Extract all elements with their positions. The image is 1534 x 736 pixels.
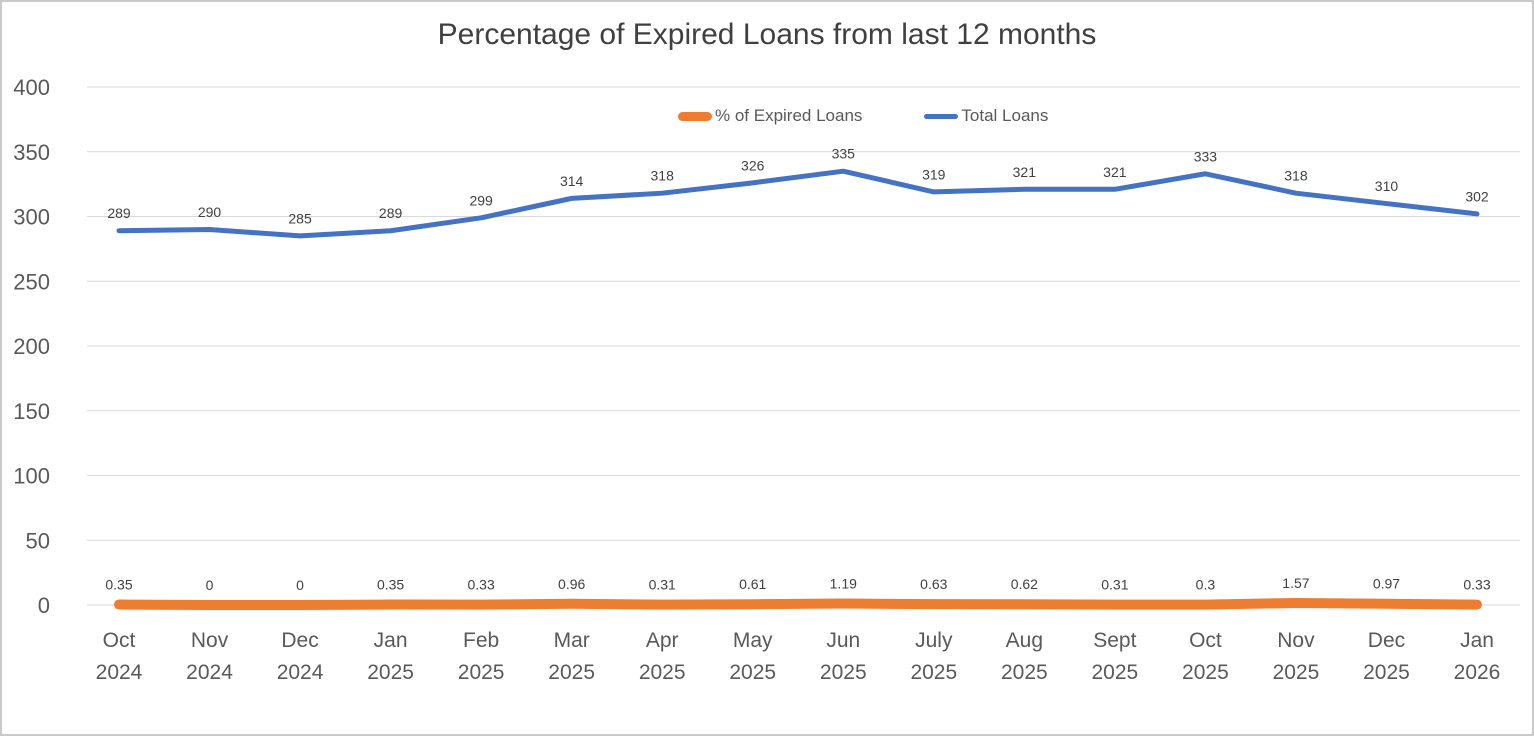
series-line-total-loans	[116, 168, 1480, 239]
x-axis-tick-label: Apr 2025	[639, 629, 686, 684]
data-label: 0.31	[1101, 577, 1128, 593]
data-label: 333	[1194, 148, 1218, 164]
x-axis-tick-label: Sept 2025	[1092, 629, 1139, 684]
data-label: 0.61	[739, 576, 766, 592]
data-label: 0	[296, 577, 304, 593]
x-axis-tick-label: Oct 2024	[96, 629, 143, 684]
data-label: 321	[1103, 164, 1127, 180]
data-label: 0.35	[377, 577, 404, 593]
y-axis-tick-label: 200	[13, 334, 50, 359]
chart-title: Percentage of Expired Loans from last 12…	[437, 18, 1097, 51]
data-label: 318	[1284, 168, 1308, 184]
data-label: 0	[206, 577, 214, 593]
x-axis-tick-label: Dec 2024	[277, 629, 324, 684]
data-label: 0.63	[920, 576, 947, 592]
y-axis-tick-label: 250	[13, 269, 50, 294]
x-axis-tick-label: Feb 2025	[458, 629, 505, 684]
legend-label-total-loans: Total Loans	[961, 106, 1049, 125]
legend-item-expired-loans: % of Expired Loans	[678, 106, 862, 126]
data-label: 0.33	[468, 577, 495, 593]
data-label: 0.96	[558, 576, 585, 592]
y-axis-tick-label: 150	[13, 399, 50, 424]
data-label: 326	[741, 157, 765, 173]
data-label: 0.62	[1011, 576, 1038, 592]
x-axis-tick-label: Jan 2026	[1454, 629, 1501, 684]
x-axis-tick-label: Jun 2025	[820, 629, 867, 684]
y-axis-tick-label: 350	[13, 140, 50, 165]
legend-label-expired-loans: % of Expired Loans	[715, 106, 863, 125]
data-label: 321	[1013, 164, 1037, 180]
legend-item-total-loans: Total Loans	[924, 106, 1048, 126]
x-axis-tick-label: Dec 2025	[1363, 629, 1410, 684]
data-label: 290	[198, 204, 222, 220]
data-label: 1.57	[1282, 575, 1309, 591]
x-axis-tick-label: Oct 2025	[1182, 629, 1229, 684]
x-axis-tick-label: Aug 2025	[1001, 629, 1048, 684]
data-label: 0.33	[1463, 577, 1490, 593]
x-axis-tick-label: Mar 2025	[548, 629, 595, 684]
total-loans-legend-swatch-icon	[924, 113, 959, 119]
x-axis-tick-label: Nov 2024	[186, 629, 233, 684]
data-label: 302	[1465, 188, 1489, 204]
y-axis-tick-label: 50	[26, 528, 50, 553]
x-axis-tick-label: July 2025	[910, 629, 957, 684]
data-label: 1.19	[830, 575, 857, 591]
data-label: 310	[1375, 178, 1399, 194]
data-label: 319	[922, 166, 946, 182]
data-label: 289	[107, 205, 131, 221]
x-axis-tick-label: Jan 2025	[367, 629, 414, 684]
y-axis-tick-label: 400	[13, 75, 50, 100]
x-axis-tick-label: Nov 2025	[1273, 629, 1320, 684]
chart-legend: % of Expired Loans Total Loans	[678, 106, 1048, 126]
expired-loans-legend-swatch-icon	[678, 111, 712, 121]
data-label: 0.31	[649, 577, 676, 593]
data-label: 314	[560, 173, 584, 189]
data-label: 0.35	[105, 577, 132, 593]
y-axis-tick-label: 100	[13, 464, 50, 489]
data-label: 0.97	[1373, 576, 1400, 592]
data-label: 285	[288, 210, 312, 226]
y-axis-tick-label: 300	[13, 205, 50, 230]
data-label: 335	[832, 146, 856, 162]
data-label: 318	[651, 168, 675, 184]
y-axis-tick-label: 0	[38, 593, 50, 618]
data-label: 289	[379, 205, 403, 221]
x-axis-tick-label: May 2025	[729, 629, 776, 684]
series-line-expired-loans	[114, 597, 1482, 610]
data-label: 299	[469, 192, 493, 208]
data-label: 0.3	[1196, 577, 1216, 593]
